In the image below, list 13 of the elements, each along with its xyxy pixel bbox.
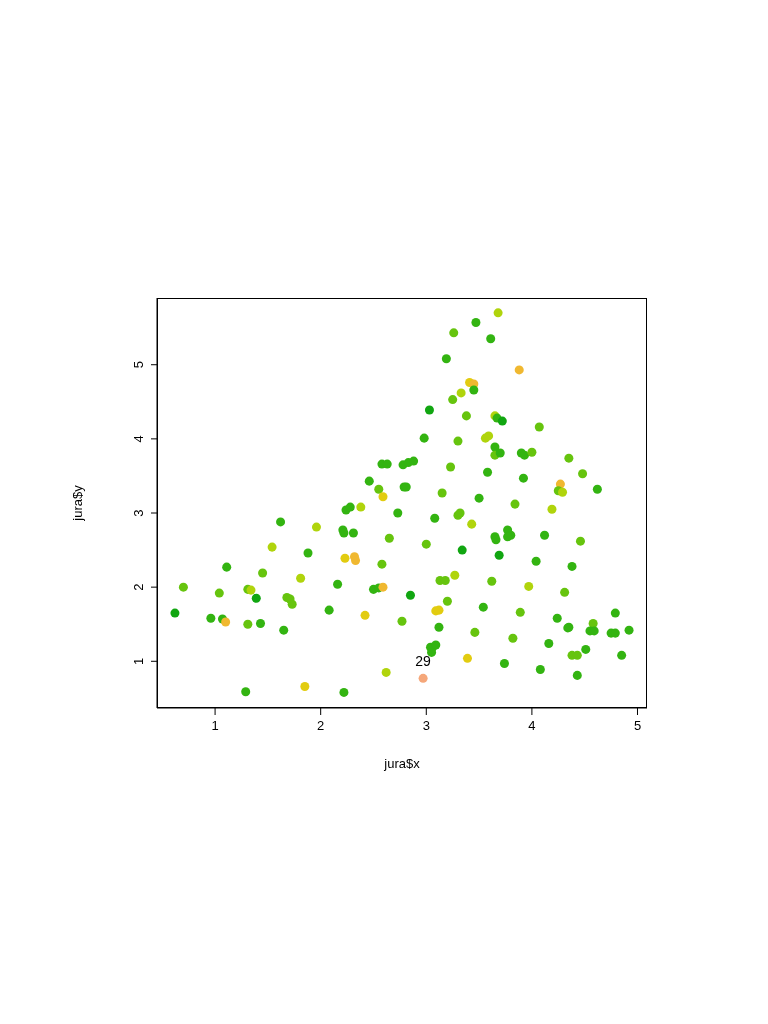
x-tick-label: 5 [633, 718, 642, 734]
x-tick-label: 1 [211, 718, 219, 734]
y-axis-title: jura$y [69, 484, 85, 522]
y-tick-label: 3 [131, 509, 146, 517]
x-tick-label: 4 [528, 718, 536, 734]
x-tick-label: 3 [422, 718, 430, 734]
x-tick-label: 2 [317, 718, 325, 734]
y-tick-label: 2 [131, 583, 146, 591]
y-tick-label: 1 [131, 657, 146, 665]
x-axis-title: jura$x [383, 756, 421, 771]
annotation: 29 [415, 653, 432, 670]
y-tick-label: 5 [131, 361, 146, 369]
y-tick-label: 4 [131, 435, 146, 443]
